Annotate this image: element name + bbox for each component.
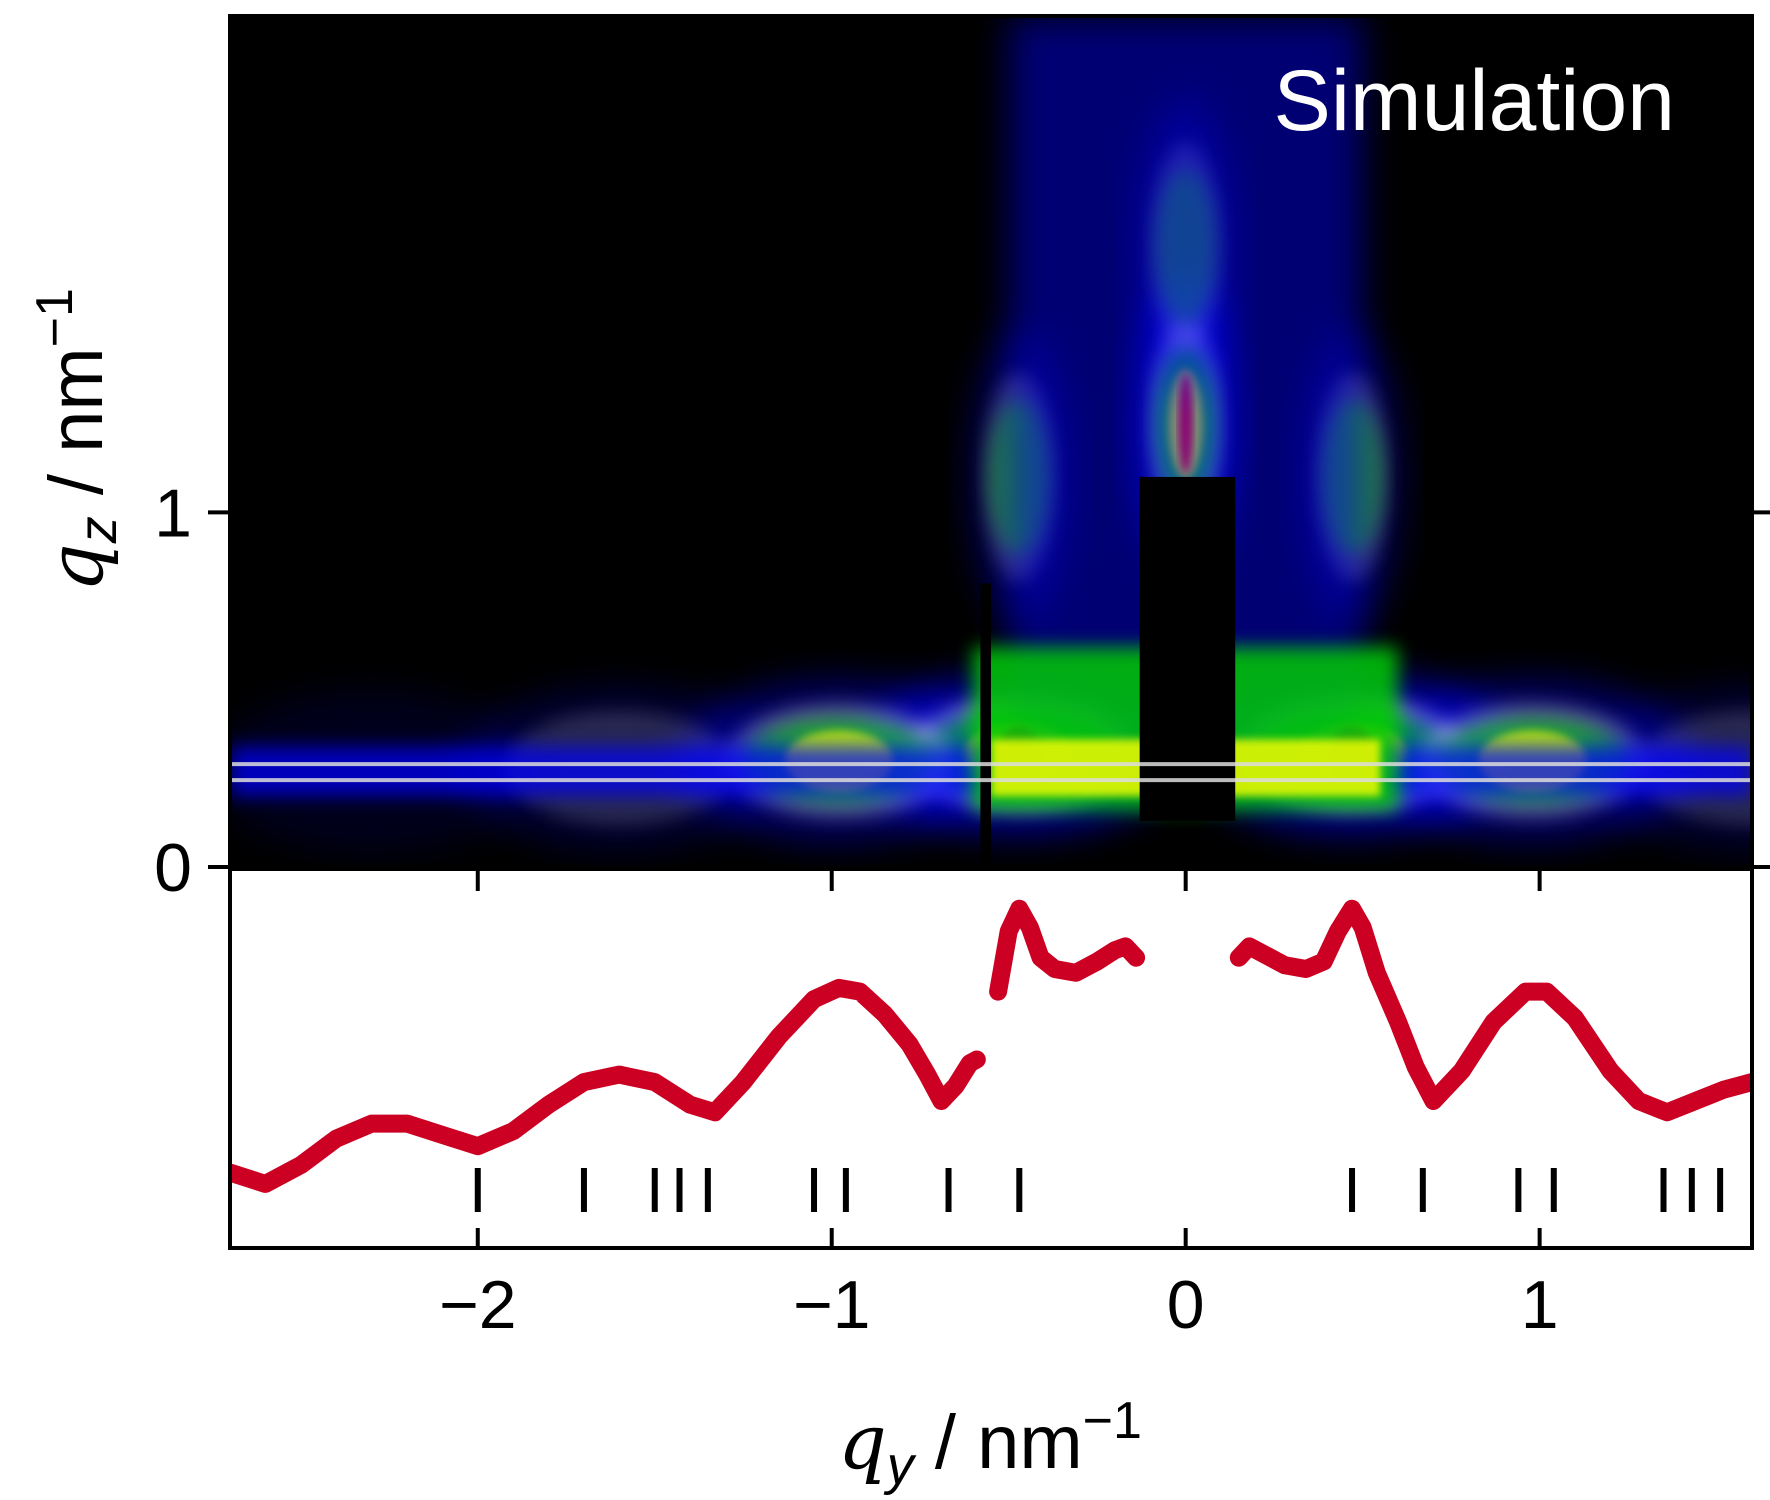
profile-panel bbox=[230, 899, 1752, 1212]
profile-segment bbox=[230, 978, 986, 1193]
x-tick-label: −1 bbox=[793, 1267, 871, 1343]
x-axis-label-sup: −1 bbox=[1083, 1392, 1142, 1450]
beamstop bbox=[1139, 476, 1236, 821]
intensity-profile bbox=[230, 899, 1752, 1193]
x-axis-ticks: −2 −1 0 1 bbox=[439, 871, 1559, 1343]
peak-marker-ticks bbox=[474, 1168, 1724, 1212]
x-tick-label: −2 bbox=[439, 1267, 517, 1343]
x-axis-label-var: q bbox=[838, 1397, 887, 1486]
y-axis-label-unit: / nm bbox=[34, 347, 119, 516]
profile-segment bbox=[989, 899, 1146, 1001]
x-axis-label-sub: y bbox=[883, 1436, 917, 1496]
heatmap-panel: Simulation bbox=[230, 16, 1752, 867]
y-axis-ticks: 01 bbox=[154, 475, 1770, 906]
y-tick-label: 0 bbox=[154, 830, 192, 906]
detector-gap bbox=[980, 583, 991, 867]
profile-segment bbox=[1229, 899, 1752, 1122]
profile-frame bbox=[228, 867, 1754, 1250]
y-axis-label-sub: z bbox=[68, 516, 128, 544]
simulation-label: Simulation bbox=[1273, 53, 1675, 149]
y-tick-label: 1 bbox=[154, 475, 192, 551]
x-tick-label: 0 bbox=[1167, 1267, 1205, 1343]
y-axis-label-var: q bbox=[31, 543, 120, 592]
horizon-lines bbox=[230, 762, 1752, 783]
y-axis-label-sup: −1 bbox=[26, 288, 84, 347]
x-axis-label-unit: / nm bbox=[914, 1400, 1083, 1485]
y-axis-label: qz / nm−1 bbox=[26, 288, 128, 592]
x-tick-label: 1 bbox=[1521, 1267, 1559, 1343]
x-axis-label: qy / nm−1 bbox=[838, 1392, 1142, 1496]
